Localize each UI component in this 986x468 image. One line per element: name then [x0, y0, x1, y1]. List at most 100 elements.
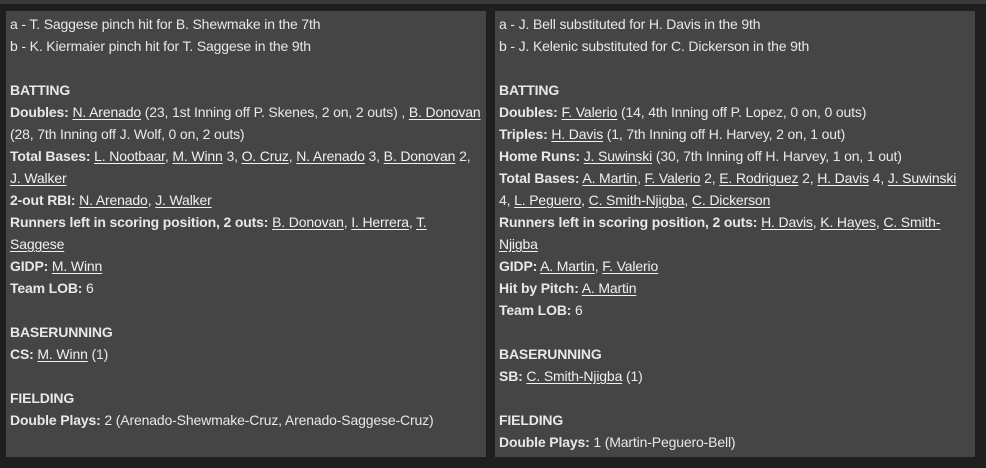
player-link[interactable]: N. Arenado: [79, 192, 148, 208]
player-link[interactable]: J. Walker: [155, 192, 212, 208]
player-link[interactable]: H. Davis: [817, 170, 869, 186]
note-text: ,: [147, 192, 156, 208]
stat-label: Double Plays:: [10, 412, 101, 428]
stat-label: BATTING: [499, 82, 560, 98]
player-link[interactable]: E. Rodriguez: [719, 170, 799, 186]
note-text: 2 (Arenado-Shewmake-Cruz, Arenado-Sagges…: [100, 412, 434, 428]
player-link[interactable]: L. Peguero: [514, 192, 582, 208]
note-text: ,: [684, 192, 692, 208]
note-text: 2,: [700, 170, 720, 186]
player-link[interactable]: M. Winn: [172, 148, 223, 164]
note-line: FIELDING: [10, 387, 482, 409]
player-link[interactable]: J. Suwinski: [887, 170, 957, 186]
note-line: Team LOB: 6: [10, 277, 482, 299]
note-text: 3,: [364, 148, 384, 164]
player-link[interactable]: N. Arenado: [296, 148, 365, 164]
player-link[interactable]: I. Herrera: [351, 214, 409, 230]
note-line: CS: M. Winn (1): [10, 343, 482, 365]
player-link[interactable]: C. Smith-Njigba: [526, 368, 623, 384]
stat-label: SB:: [499, 368, 523, 384]
player-link[interactable]: J. Suwinski: [583, 148, 653, 164]
note-text: ,: [408, 214, 417, 230]
note-line: Triples: H. Davis (1, 7th Inning off H. …: [499, 123, 971, 145]
player-link[interactable]: C. Dickerson: [691, 192, 771, 208]
player-link[interactable]: N. Arenado: [72, 104, 142, 120]
note-text: ,: [875, 214, 884, 230]
note-line: BASERUNNING: [10, 321, 482, 343]
note-text: (30, 7th Inning off H. Harvey, 1 on, 1 o…: [652, 148, 902, 164]
note-line: Team LOB: 6: [499, 299, 971, 321]
stat-label: FIELDING: [10, 390, 75, 406]
note-text: 4,: [499, 192, 515, 208]
note-line: BATTING: [499, 79, 971, 101]
stat-label: BASERUNNING: [10, 324, 113, 340]
player-link[interactable]: M. Winn: [51, 258, 103, 274]
note-text: ,: [343, 214, 352, 230]
note-line: Double Plays: 1 (Martin-Peguero-Bell): [499, 431, 971, 453]
player-link[interactable]: B. Donovan: [408, 104, 481, 120]
player-link[interactable]: A. Martin: [582, 170, 638, 186]
stat-label: BASERUNNING: [499, 346, 602, 362]
player-link[interactable]: H. Davis: [761, 214, 813, 230]
stat-label: Double Plays:: [499, 434, 590, 450]
note-line: SB: C. Smith-Njigba (1): [499, 365, 971, 387]
player-link[interactable]: A. Martin: [540, 258, 595, 274]
blank-line: [10, 365, 482, 387]
note-text: (14, 4th Inning off P. Lopez, 0 on, 0 ou…: [617, 104, 867, 120]
player-link[interactable]: O. Cruz: [241, 148, 289, 164]
stat-label: BATTING: [10, 82, 71, 98]
player-link[interactable]: B. Donovan: [272, 214, 344, 230]
note-text: ,: [812, 214, 821, 230]
note-line: Total Bases: A. Martin, F. Valerio 2, E.…: [499, 167, 971, 211]
player-link[interactable]: J. Walker: [10, 170, 67, 186]
stat-label: Triples:: [499, 126, 548, 142]
stat-label: GIDP:: [10, 258, 49, 274]
stat-label: Hit by Pitch:: [499, 280, 579, 296]
player-link[interactable]: C. Smith-Njigba: [499, 214, 941, 252]
note-text: (28, 7th Inning off J. Wolf, 0 on, 2 out…: [10, 126, 245, 142]
note-text: a - T. Saggese pinch hit for B. Shewmake…: [10, 16, 321, 32]
stat-label: FIELDING: [499, 412, 564, 428]
stat-label: Total Bases:: [10, 148, 91, 164]
player-link[interactable]: K. Hayes: [820, 214, 876, 230]
note-line: b - K. Kiermaier pinch hit for T. Sagges…: [10, 35, 482, 57]
note-line: GIDP: M. Winn: [10, 255, 482, 277]
stat-label: Runners left in scoring position, 2 outs…: [10, 214, 269, 230]
note-text: 6: [82, 280, 94, 296]
note-text: (1): [622, 368, 643, 384]
note-text: ,: [594, 258, 603, 274]
stat-label: Runners left in scoring position, 2 outs…: [499, 214, 758, 230]
blank-line: [499, 57, 971, 79]
stat-label: CS:: [10, 346, 34, 362]
player-link[interactable]: H. Davis: [551, 126, 604, 142]
player-link[interactable]: C. Smith-Njigba: [588, 192, 685, 208]
note-line: a - J. Bell substituted for H. Davis in …: [499, 13, 971, 35]
player-link[interactable]: F. Valerio: [602, 258, 659, 274]
note-text: 3,: [222, 148, 242, 164]
note-text: 1 (Martin-Peguero-Bell): [589, 434, 736, 450]
blank-line: [10, 57, 482, 79]
home-team-notes-panel: a - J. Bell substituted for H. Davis in …: [495, 11, 975, 457]
note-line: a - T. Saggese pinch hit for B. Shewmake…: [10, 13, 482, 35]
stat-label: Home Runs:: [499, 148, 580, 164]
player-link[interactable]: T. Saggese: [10, 214, 427, 252]
player-link[interactable]: M. Winn: [37, 346, 88, 362]
stat-label: Team LOB:: [499, 302, 572, 318]
stat-label: GIDP:: [499, 258, 538, 274]
player-link[interactable]: B. Donovan: [383, 148, 456, 164]
blank-line: [499, 387, 971, 409]
note-text: 4,: [868, 170, 888, 186]
note-line: FIELDING: [499, 409, 971, 431]
note-line: Runners left in scoring position, 2 outs…: [499, 211, 971, 255]
note-text: (23, 1st Inning off P. Skenes, 2 on, 2 o…: [141, 104, 409, 120]
player-link[interactable]: F. Valerio: [644, 170, 701, 186]
note-line: b - J. Kelenic substituted for C. Dicker…: [499, 35, 971, 57]
top-bar: [0, 0, 986, 4]
player-link[interactable]: L. Nootbaar: [94, 148, 165, 164]
note-text: 2,: [798, 170, 818, 186]
player-link[interactable]: A. Martin: [581, 280, 637, 296]
note-text: (1): [87, 346, 109, 362]
stat-label: Total Bases:: [499, 170, 580, 186]
blank-line: [10, 299, 482, 321]
player-link[interactable]: F. Valerio: [561, 104, 618, 120]
